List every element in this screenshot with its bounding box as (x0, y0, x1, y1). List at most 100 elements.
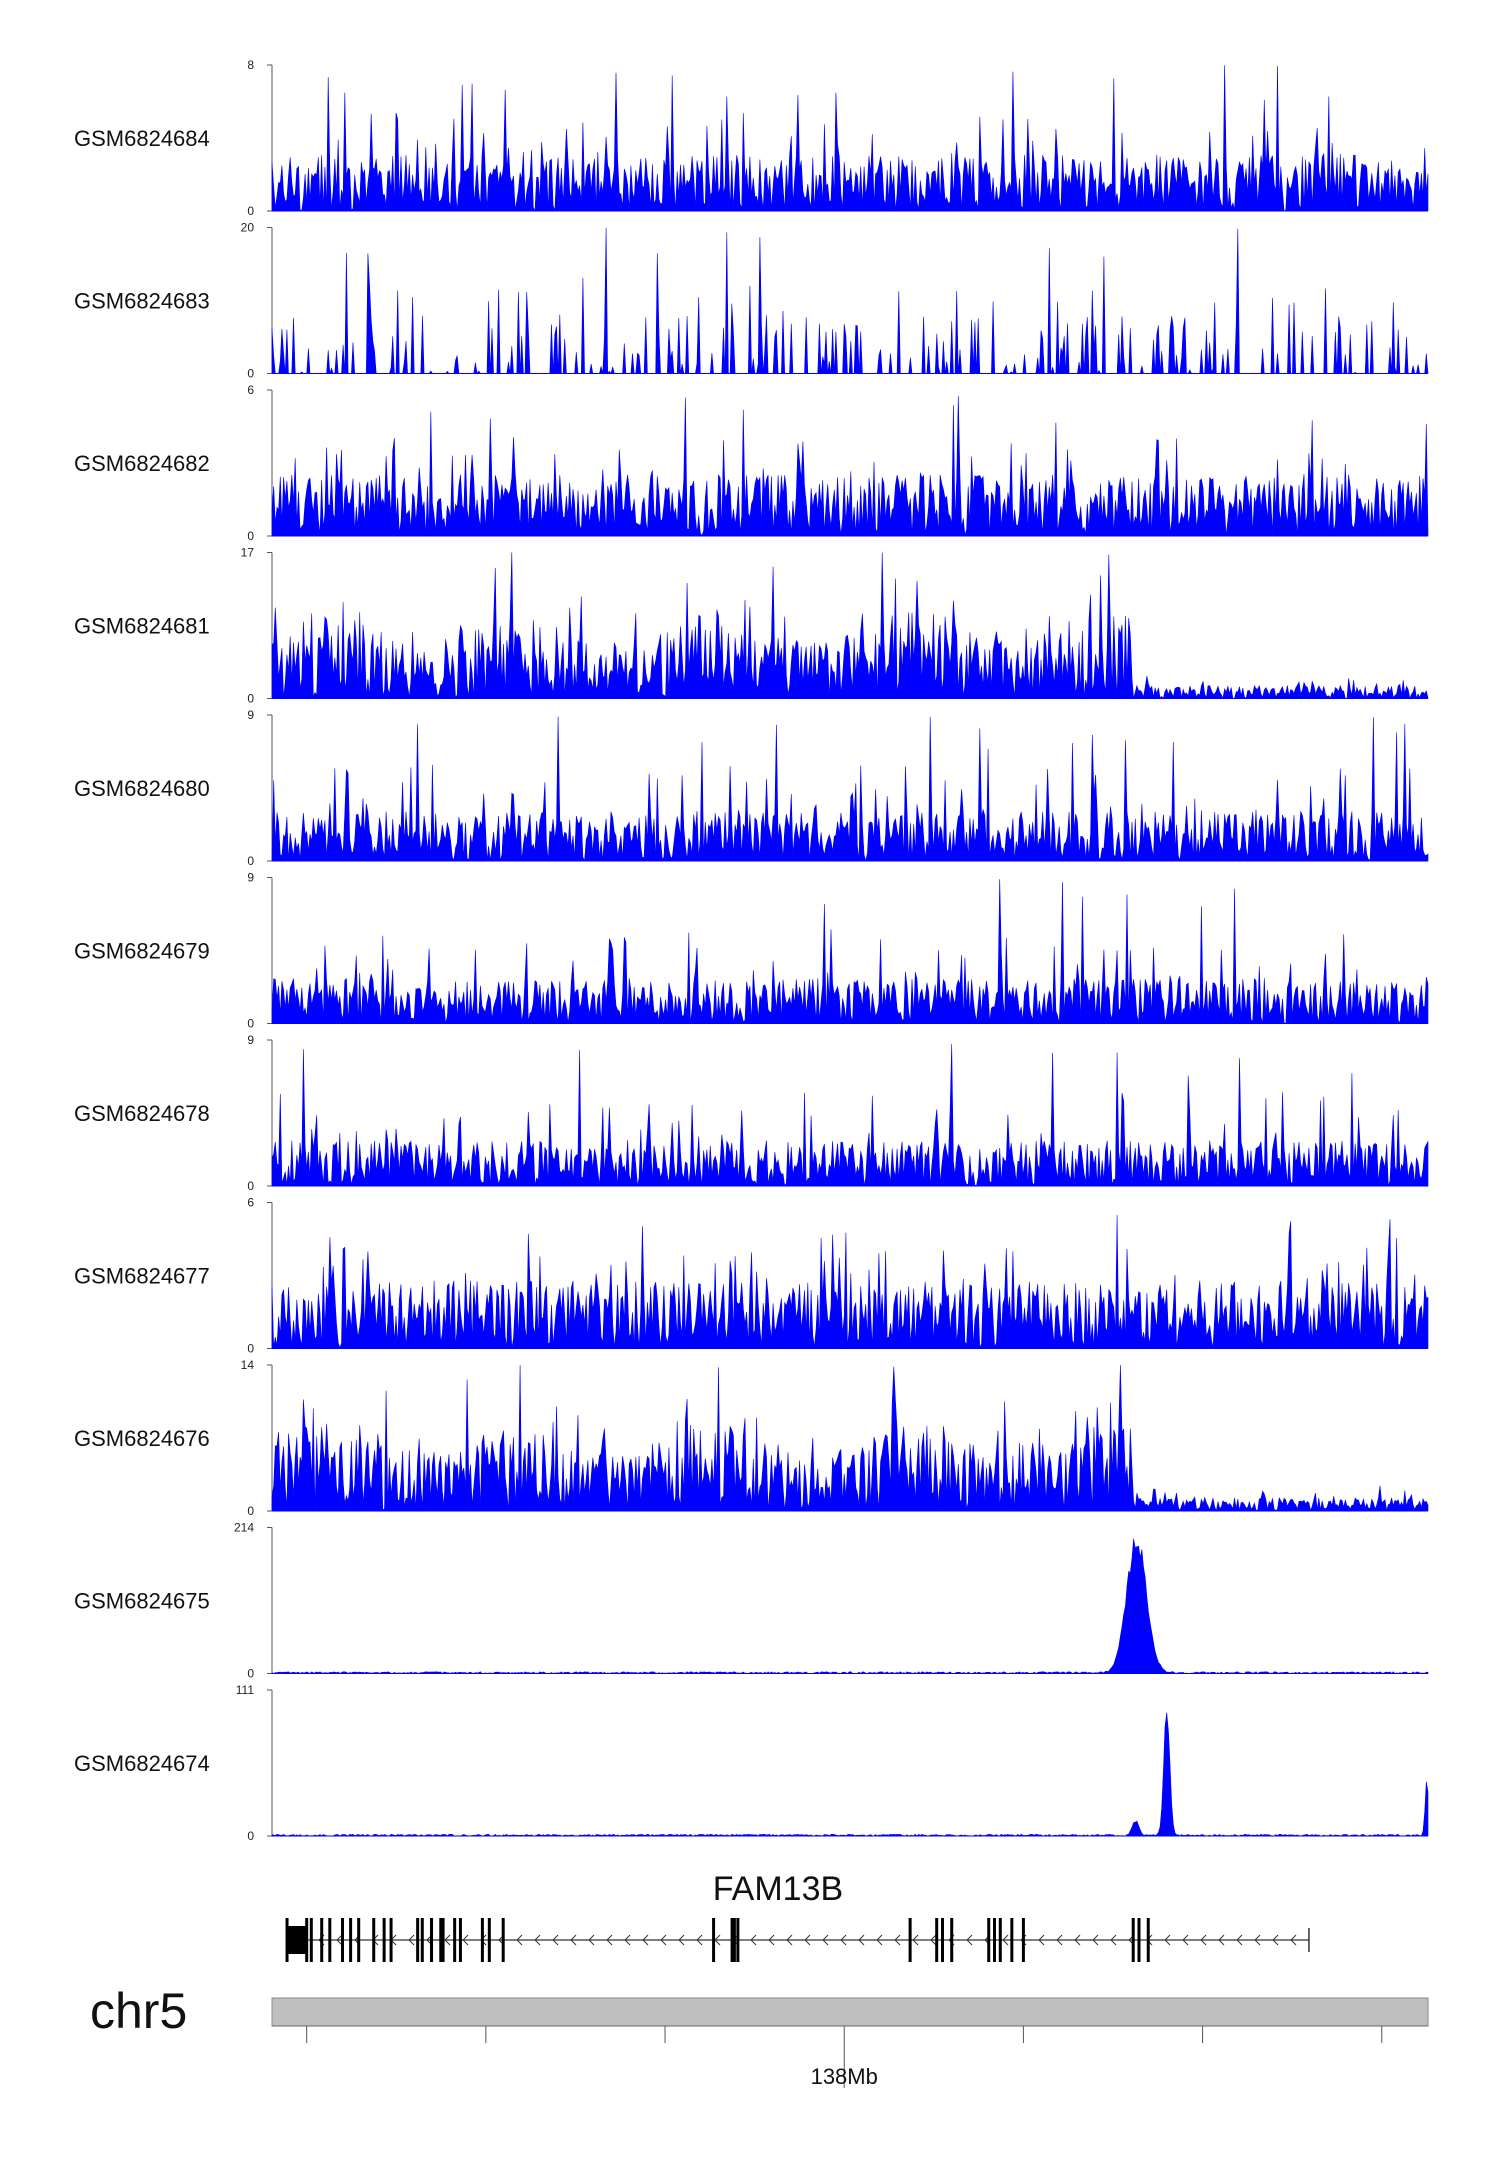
strand-arrow (624, 1934, 631, 1946)
y-min-label: 0 (247, 692, 254, 706)
y-min-label: 0 (247, 1342, 254, 1356)
strand-arrow (444, 1934, 451, 1946)
track-label: GSM6824678 (74, 1101, 210, 1126)
strand-arrow (822, 1934, 829, 1946)
signal-tracks: GSM682468480GSM6824683200GSM682468260GSM… (74, 58, 1429, 1843)
gene-exon (1146, 1918, 1150, 1962)
track-label: GSM6824676 (74, 1426, 210, 1451)
gene-exon (382, 1918, 386, 1962)
track-GSM6824684: GSM6824684 8 0 (74, 58, 1429, 218)
gene-exon (389, 1918, 393, 1962)
signal-area (271, 716, 1429, 862)
gene-exon (420, 1918, 424, 1962)
y-max-label: 111 (236, 1683, 255, 1697)
gene-exon (712, 1918, 716, 1962)
track-label: GSM6824675 (74, 1589, 210, 1614)
gene-exon (993, 1918, 996, 1962)
strand-arrow (1038, 1934, 1045, 1946)
strand-arrow (1182, 1934, 1189, 1946)
track-GSM6824675: GSM6824675 214 0 (74, 1521, 1429, 1681)
chromosome-axis: chr5 138Mb (90, 1983, 1429, 2089)
y-min-label: 0 (247, 1179, 254, 1193)
signal-area (271, 1538, 1429, 1674)
track-GSM6824679: GSM6824679 9 0 (74, 871, 1429, 1031)
track-label: GSM6824679 (74, 939, 210, 964)
gene-exon (458, 1918, 462, 1962)
track-GSM6824681: GSM6824681 17 0 (74, 546, 1429, 706)
gene-exon (1010, 1918, 1014, 1962)
gene-exon (416, 1918, 420, 1962)
gene-exon (1021, 1918, 1025, 1962)
chromosome-label: chr5 (90, 1983, 187, 2039)
gene-exon (372, 1918, 376, 1962)
gene-exon (732, 1918, 736, 1962)
y-max-label: 14 (241, 1358, 255, 1372)
gene-exon (998, 1918, 1002, 1962)
gene-exon (908, 1918, 912, 1962)
gene-exon (1131, 1918, 1135, 1962)
gene-exon (328, 1918, 332, 1962)
strand-arrow (570, 1934, 577, 1946)
gene-exon (730, 1918, 734, 1962)
signal-area (271, 227, 1429, 375)
y-min-label: 0 (247, 1667, 254, 1681)
gene-utr-block (286, 1926, 309, 1954)
strand-arrow (1218, 1934, 1225, 1946)
gene-exon (480, 1918, 484, 1962)
y-min-label: 0 (247, 204, 254, 218)
strand-arrow (1074, 1934, 1081, 1946)
strand-arrow (930, 1934, 937, 1946)
strand-arrow (912, 1934, 919, 1946)
strand-arrow (876, 1934, 883, 1946)
gene-exon (453, 1918, 457, 1962)
strand-arrow (804, 1934, 811, 1946)
signal-area (271, 1712, 1429, 1837)
track-GSM6824683: GSM6824683 20 0 (74, 221, 1429, 381)
gene-exon (305, 1918, 309, 1962)
strand-arrow (1200, 1934, 1207, 1946)
y-max-label: 9 (247, 708, 254, 722)
track-label: GSM6824682 (74, 451, 210, 476)
y-min-label: 0 (247, 529, 254, 543)
track-GSM6824678: GSM6824678 9 0 (74, 1033, 1429, 1193)
track-label: GSM6824681 (74, 614, 210, 639)
y-max-label: 9 (247, 871, 254, 885)
strand-arrow (336, 1934, 343, 1946)
position-label: 138Mb (811, 2064, 878, 2089)
track-label: GSM6824674 (74, 1751, 210, 1776)
gene-exon (940, 1918, 944, 1962)
gene-exon (349, 1918, 353, 1962)
strand-arrow (750, 1934, 757, 1946)
strand-arrow (408, 1934, 415, 1946)
gene-exon (950, 1918, 954, 1962)
strand-arrow (1092, 1934, 1099, 1946)
strand-arrow (1164, 1934, 1171, 1946)
y-max-label: 9 (247, 1033, 254, 1047)
track-GSM6824682: GSM6824682 6 0 (74, 383, 1429, 543)
signal-area (271, 1364, 1429, 1512)
track-label: GSM6824680 (74, 776, 210, 801)
strand-arrow (642, 1934, 649, 1946)
gene-exon (320, 1918, 324, 1962)
y-max-label: 214 (234, 1521, 254, 1535)
strand-arrow (606, 1934, 613, 1946)
strand-arrow (1110, 1934, 1117, 1946)
track-label: GSM6824677 (74, 1264, 210, 1289)
strand-arrow (1236, 1934, 1243, 1946)
gene-exon (441, 1918, 445, 1962)
y-min-label: 0 (247, 1017, 254, 1031)
strand-arrow (858, 1934, 865, 1946)
track-label: GSM6824684 (74, 126, 210, 151)
strand-arrow (516, 1934, 523, 1946)
gene-exon (987, 1918, 991, 1962)
y-min-label: 0 (247, 367, 254, 381)
signal-area (271, 1214, 1429, 1349)
track-GSM6824676: GSM6824676 14 0 (74, 1358, 1429, 1518)
y-min-label: 0 (247, 1504, 254, 1518)
gene-exon (935, 1918, 939, 1962)
y-min-label: 0 (247, 854, 254, 868)
gene-exon (487, 1918, 491, 1962)
y-min-label: 0 (247, 1829, 254, 1843)
gene-exon (341, 1918, 345, 1962)
